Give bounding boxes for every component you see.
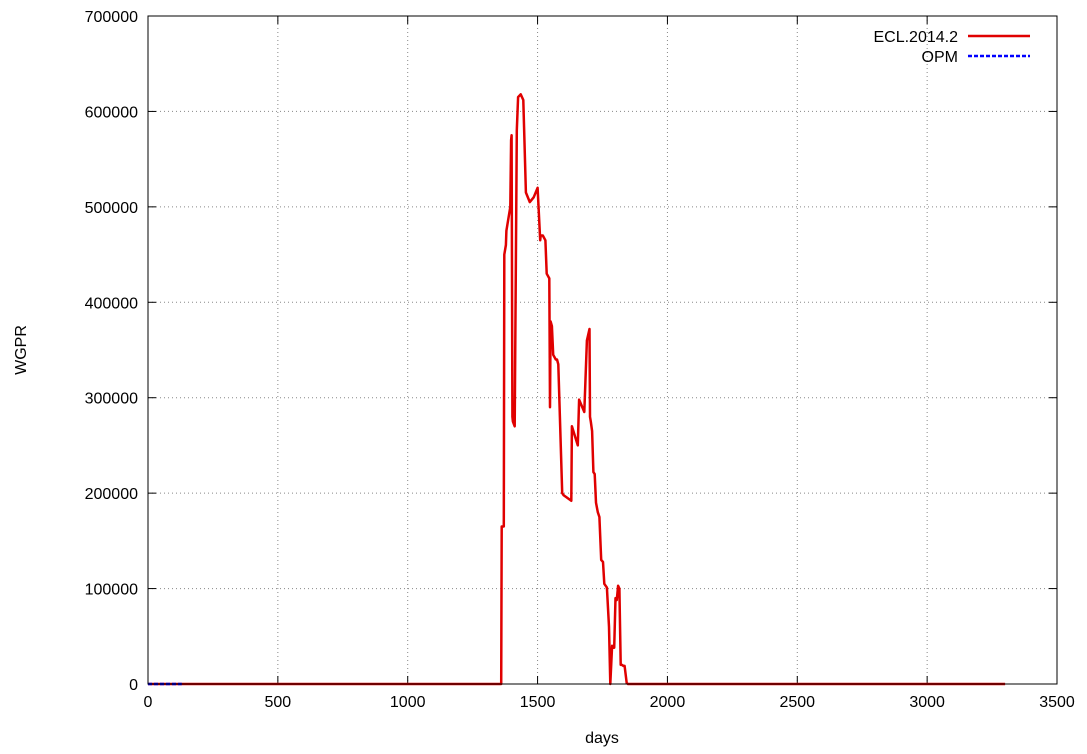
y-axis-title: WGPR <box>13 325 30 375</box>
y-tick-label: 400000 <box>85 295 138 312</box>
tick-labels: 0 500 1000 1500 2000 2500 3000 3500 0 100000 20000… <box>85 9 1075 711</box>
y-tick-label: 200000 <box>85 486 138 503</box>
y-tick-label: 300000 <box>85 391 138 408</box>
y-tick-label: 0 <box>129 677 138 694</box>
x-tick-label: 2000 <box>650 694 686 711</box>
legend: ECL.2014.2 OPM <box>873 29 1030 66</box>
y-tick-label: 100000 <box>85 582 138 599</box>
x-tick-label: 3000 <box>909 694 945 711</box>
grid-lines <box>148 16 1057 684</box>
legend-label: ECL.2014.2 <box>873 29 958 46</box>
y-tick-label: 600000 <box>85 104 138 121</box>
x-axis-title: days <box>585 730 619 747</box>
x-tick-label: 1500 <box>520 694 556 711</box>
x-tick-label: 1000 <box>390 694 426 711</box>
plot-frame <box>147 15 1058 685</box>
y-tick-label: 700000 <box>85 9 138 26</box>
series-line <box>148 93 1006 686</box>
y-tick-label: 500000 <box>85 200 138 217</box>
x-tick-label: 0 <box>144 694 153 711</box>
legend-label: OPM <box>922 49 958 66</box>
x-tick-label: 2500 <box>779 694 815 711</box>
series-lines <box>148 93 1006 686</box>
x-tick-label: 3500 <box>1039 694 1075 711</box>
x-tick-label: 500 <box>265 694 292 711</box>
